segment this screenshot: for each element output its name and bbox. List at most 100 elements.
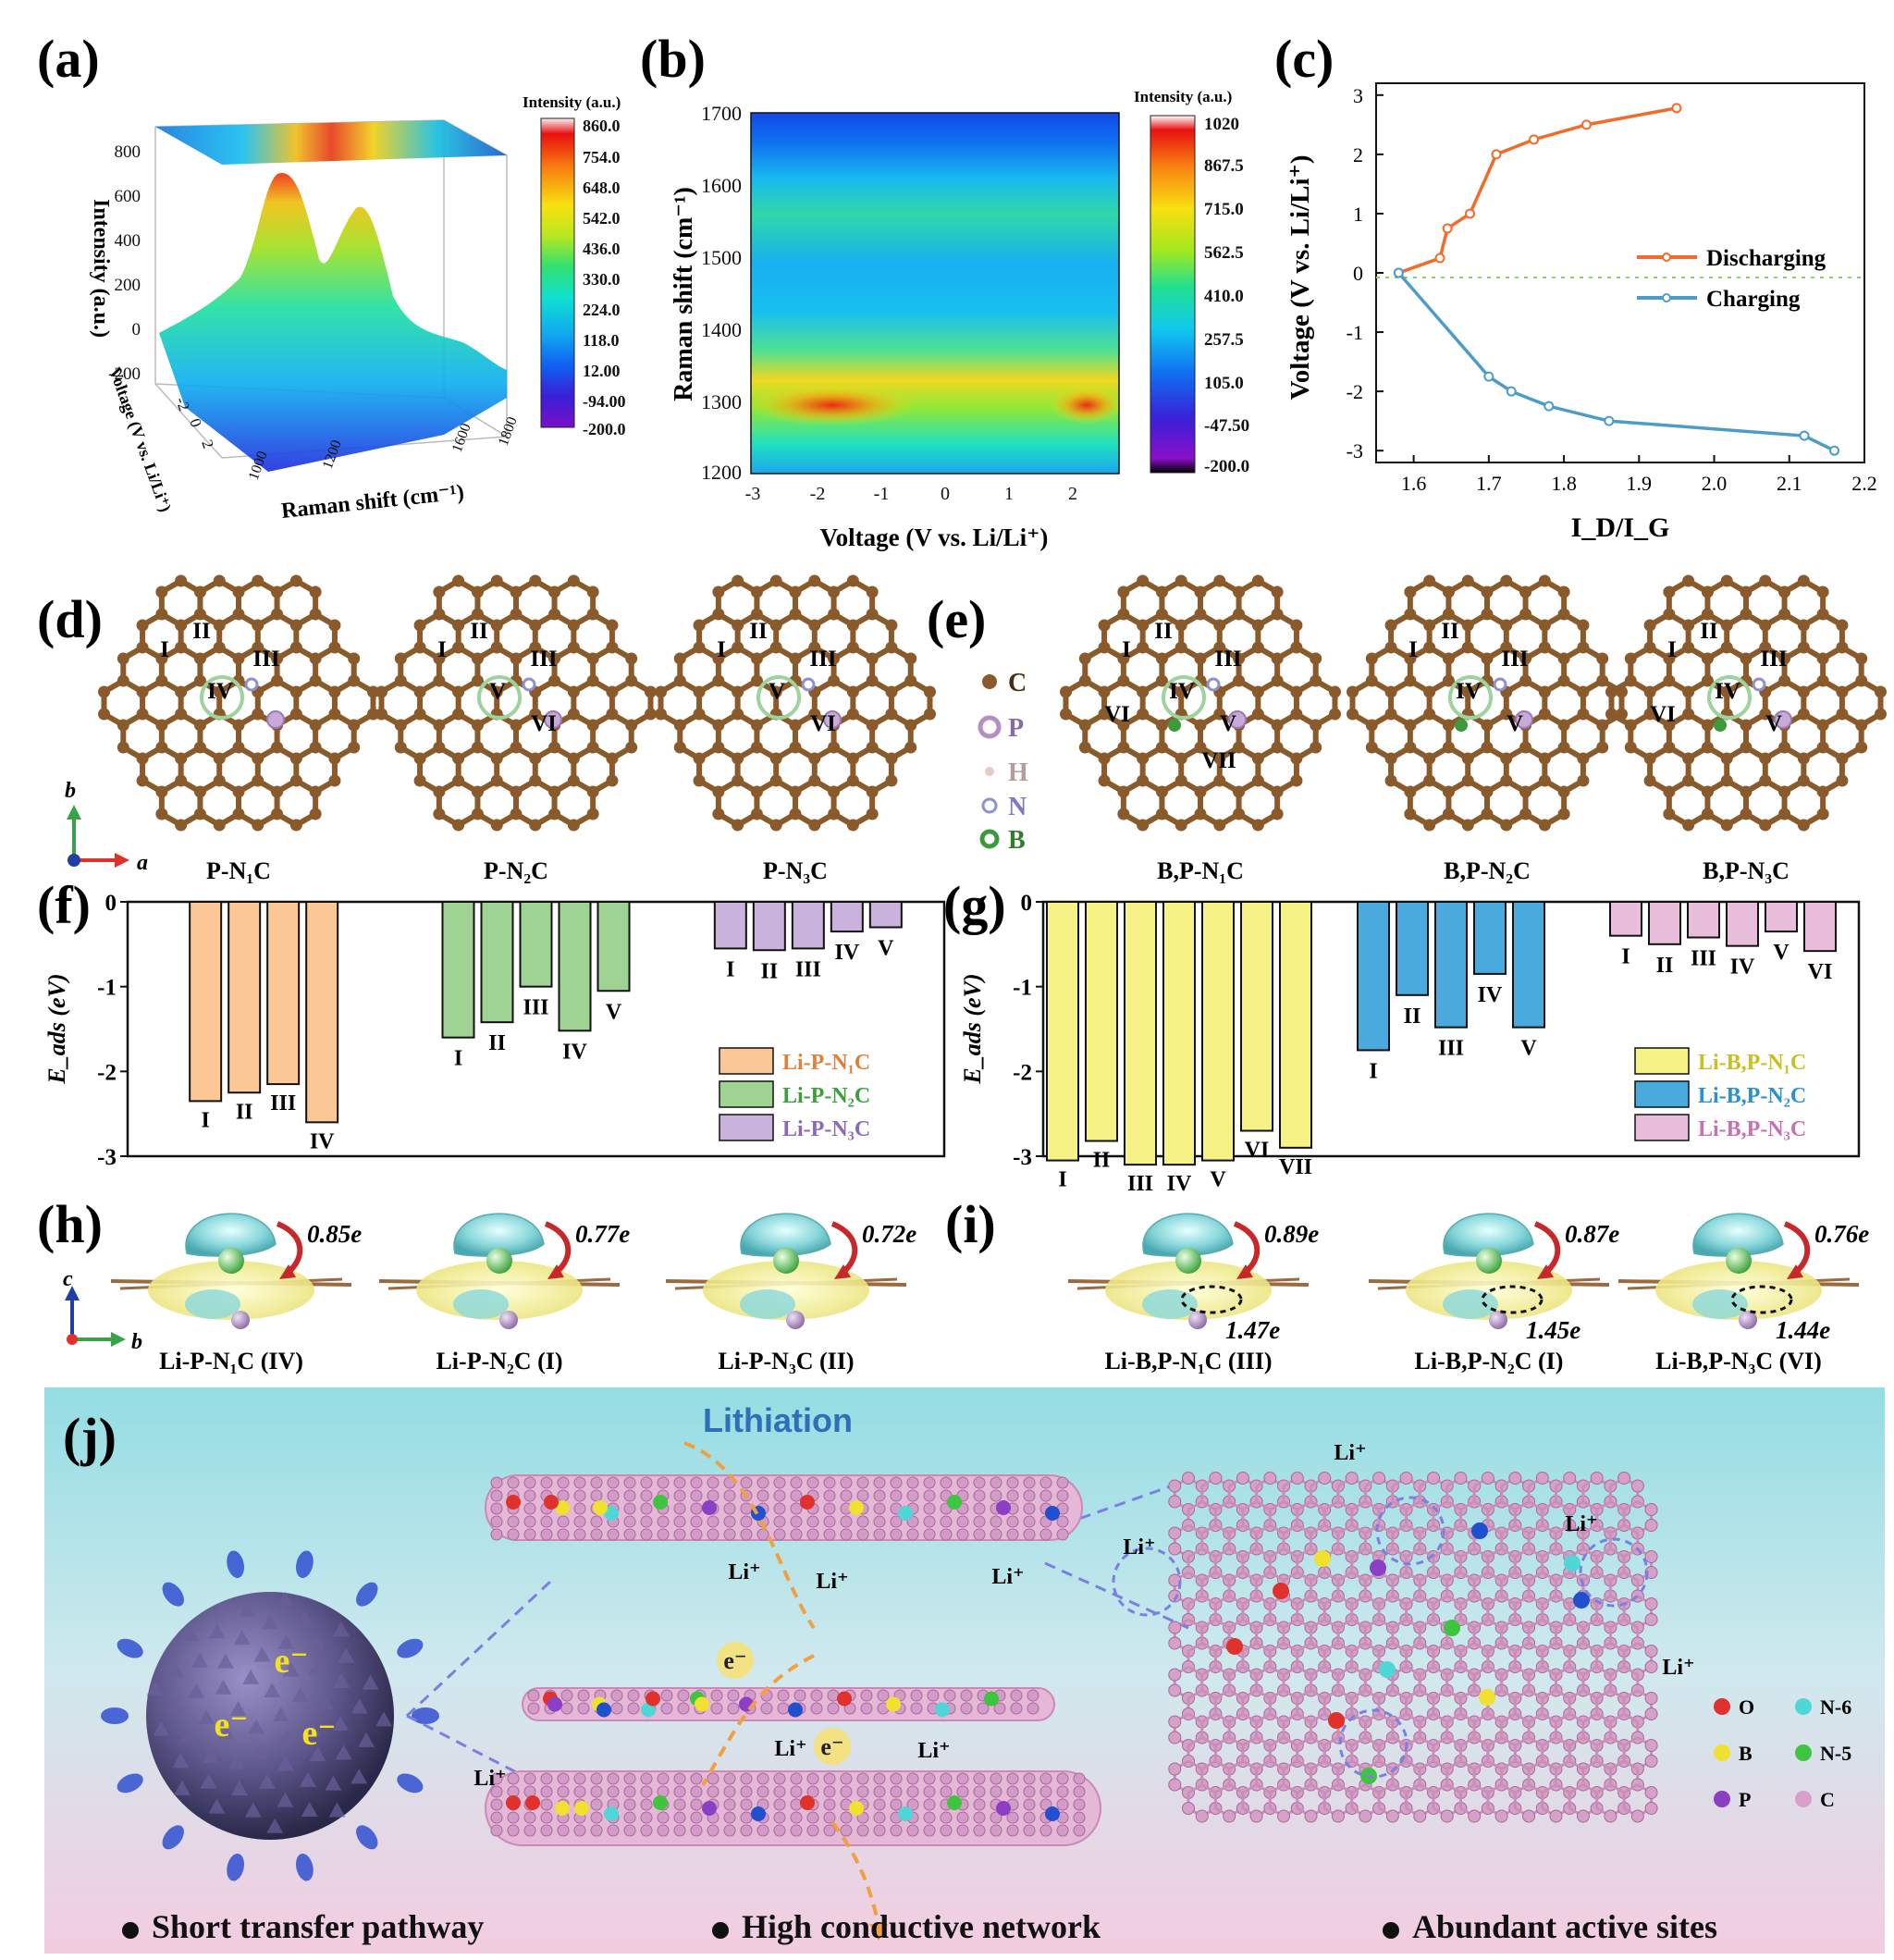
d-axis-b-label: b	[65, 779, 76, 803]
a-cb-tick-5: 330.0	[583, 270, 621, 289]
carbon-atom	[808, 574, 821, 587]
carbon-atom	[1251, 774, 1264, 787]
carbon-atom	[433, 785, 446, 798]
carbon-atom	[866, 719, 879, 732]
site-label: IV	[1456, 679, 1482, 704]
carbon-atom	[155, 807, 168, 820]
carbon-atom	[828, 741, 841, 754]
carbon-atom	[904, 652, 917, 665]
carbon-atom	[471, 741, 484, 754]
f-bar	[305, 901, 339, 1124]
site-label: V	[1765, 711, 1782, 736]
carbon-atom	[375, 685, 388, 698]
carbon-atom	[490, 708, 503, 721]
carbon-atom	[1538, 819, 1551, 832]
a-cb-tick-3: 542.0	[583, 209, 621, 228]
carbon-atom	[1500, 574, 1513, 587]
f-bar	[441, 901, 475, 1039]
a-z-tick-400: 400	[115, 231, 141, 251]
carbon-atom	[1442, 674, 1455, 687]
g-y-tick: 0	[1021, 891, 1033, 916]
carbon-atom	[1538, 774, 1551, 787]
carbon-atom	[1175, 752, 1187, 765]
b-y-tick-1700: 1700	[701, 102, 742, 125]
carbon-atom	[789, 586, 802, 598]
carbon-atom	[1194, 807, 1207, 820]
carbon-atom	[1481, 674, 1494, 687]
b-x-axis-label: Voltage (V vs. Li/Li⁺)	[820, 524, 1049, 551]
carbon-atom	[252, 819, 264, 832]
carbon-atom	[1720, 641, 1733, 654]
charge-structure-caption: Li-P-N₁C (IV)	[159, 1348, 303, 1374]
carbon-atom	[1682, 619, 1695, 632]
a-voltage-tick-2: 0	[186, 416, 205, 429]
f-legend-label: Li-P-N₁C	[782, 1051, 870, 1075]
carbon-atom	[828, 608, 841, 621]
carbon-atom	[1290, 774, 1303, 787]
carbon-atom	[1194, 719, 1207, 732]
c-x-tick: 1.6	[1401, 472, 1427, 495]
site-label: III	[809, 647, 836, 672]
carbon-atom	[750, 785, 763, 798]
carbon-atom	[1117, 586, 1130, 598]
c-x-axis-label: I_D/I_G	[1571, 512, 1670, 543]
c-point-discharging	[1580, 119, 1592, 130]
carbon-atom	[510, 652, 523, 665]
f-legend-label: Li-P-N₃C	[782, 1117, 870, 1141]
carbon-atom	[1720, 708, 1733, 721]
carbon-atom	[693, 774, 706, 787]
li-ion-drop	[162, 1582, 184, 1607]
carbon-atom	[252, 574, 264, 587]
carbon-atom	[193, 586, 206, 598]
carbon-atom	[117, 652, 129, 665]
site-label: V	[1507, 711, 1523, 736]
carbon-atom	[1213, 752, 1226, 765]
carbon-atom	[548, 785, 561, 798]
carbon-atom	[567, 774, 580, 787]
g-bar	[1046, 901, 1079, 1162]
carbon-atom	[1213, 819, 1226, 832]
carbon-atom	[1596, 674, 1609, 687]
carbon-atom	[846, 752, 859, 765]
site-label: V	[769, 679, 785, 704]
b-x-tick-1: 1	[1004, 484, 1014, 504]
highlight-site-ring	[1162, 675, 1206, 720]
carbon-atom	[1643, 685, 1656, 698]
carbon-atom	[375, 708, 388, 721]
carbon-atom	[328, 774, 341, 787]
c-point-charging	[1829, 445, 1840, 456]
carbon-atom	[1137, 574, 1150, 587]
charge-structure-caption: Li-B,P-N₁C (III)	[1104, 1348, 1272, 1374]
carbon-atom	[1759, 574, 1772, 587]
a-raman-tick-1: 1000	[246, 449, 271, 482]
carbon-atom	[1271, 741, 1284, 754]
li-ion-label: Li⁺	[991, 1565, 1024, 1589]
carbon-atom	[1682, 685, 1695, 698]
carbon-atom	[1778, 586, 1791, 598]
carbon-atom	[1117, 652, 1130, 665]
carbon-atom	[586, 741, 599, 754]
carbon-atom	[193, 741, 206, 754]
f-bar-label: III	[523, 996, 548, 1020]
g-legend-swatch	[1634, 1080, 1690, 1108]
carbon-atom	[1500, 641, 1513, 654]
site-label: VI	[1650, 702, 1676, 727]
electron-label: e⁻	[215, 1706, 249, 1744]
carbon-atom	[1855, 652, 1868, 665]
f-bar	[713, 901, 747, 950]
carbon-atom	[828, 785, 841, 798]
carbon-atom	[1233, 586, 1246, 598]
carbon-atom	[586, 652, 599, 665]
legend-label: C	[1820, 1788, 1835, 1811]
carbon-atom	[789, 652, 802, 665]
carbon-atom	[1519, 741, 1532, 754]
d-caption-3: P-N₃C	[763, 857, 828, 884]
carbon-atom	[1233, 785, 1246, 798]
carbon-atom	[1663, 741, 1676, 754]
carbon-atom	[1797, 774, 1810, 787]
carbon-atom	[1720, 774, 1733, 787]
carbon-atom	[904, 719, 917, 732]
carbon-atom	[885, 708, 898, 721]
carbon-atom	[750, 719, 763, 732]
